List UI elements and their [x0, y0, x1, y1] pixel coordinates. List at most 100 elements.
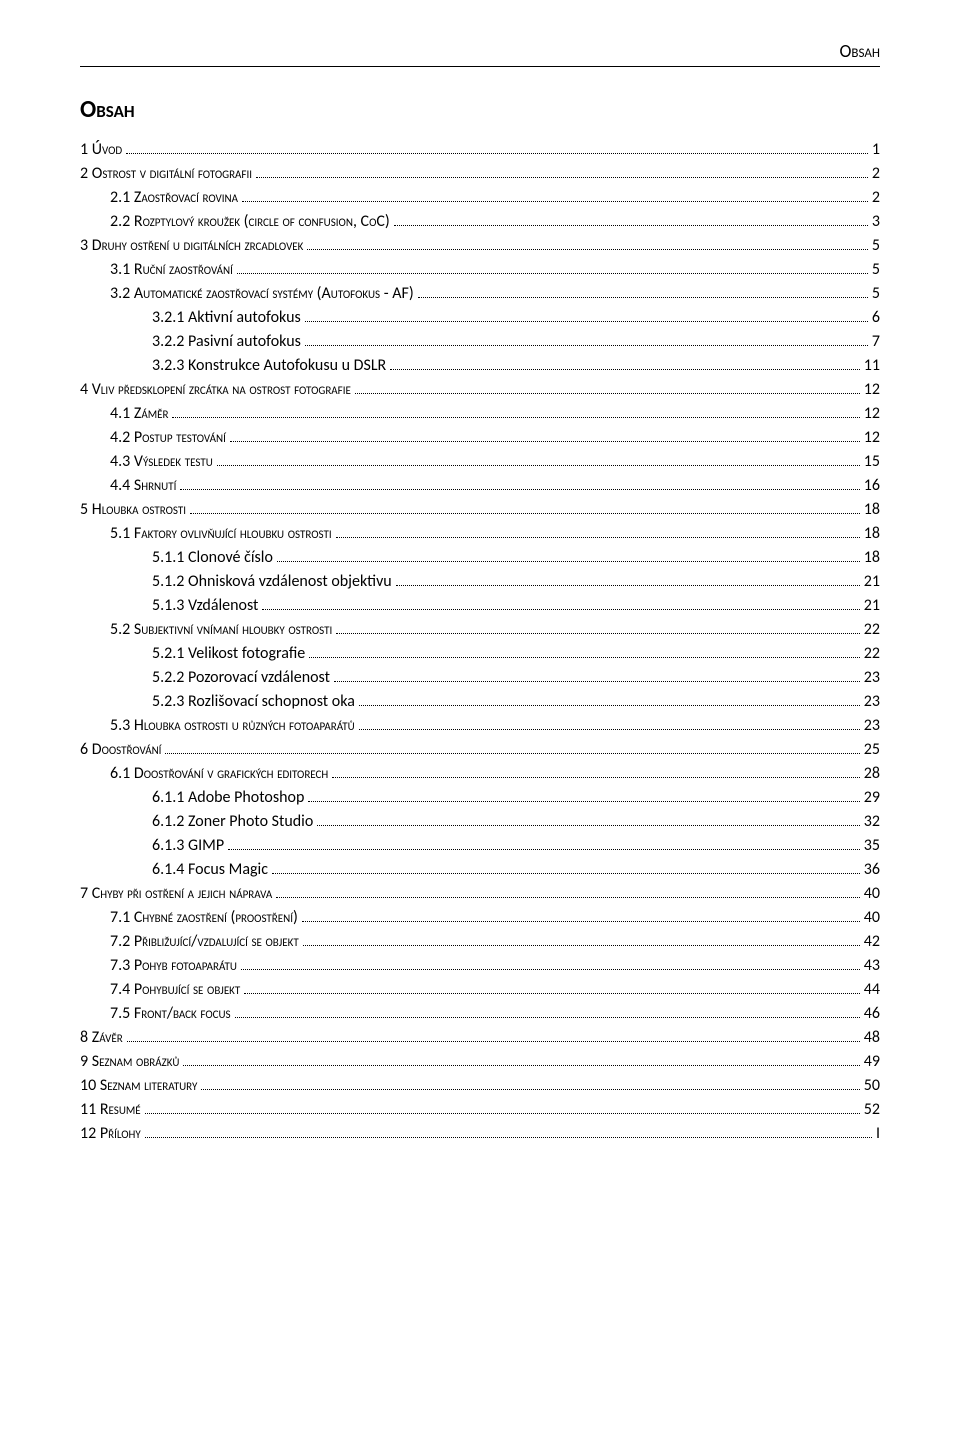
toc-entry: 1 Úvod1: [80, 138, 880, 162]
toc-entry: 5.1.2 Ohnisková vzdálenost objektivu 21: [80, 570, 880, 594]
toc-entry-page: 40: [864, 906, 880, 930]
toc-entry-label: 12 Přílohy: [80, 1122, 141, 1146]
toc-entry: 5.2 Subjektivní vnímaní hloubky ostrosti…: [80, 618, 880, 642]
toc-entry-label: 7.3 Pohyb fotoaparátu: [110, 954, 237, 978]
toc-entry-page: 29: [864, 786, 880, 810]
toc-entry: 7.2 Přibližující/vzdalující se objekt 42: [80, 930, 880, 954]
toc-entry-label: 5.2.3 Rozlišovací schopnost oka: [152, 690, 355, 714]
toc-leader-dots: [145, 1137, 872, 1138]
toc-entry: 5.2.2 Pozorovací vzdálenost 23: [80, 666, 880, 690]
toc-entry-page: 23: [864, 666, 880, 690]
toc-entry: 6.1.4 Focus Magic 36: [80, 858, 880, 882]
toc-entry-label: 6.1.3 GIMP: [152, 834, 224, 858]
toc-entry-label: 7.1 Chybné zaostření (proostření): [110, 906, 298, 930]
toc-leader-dots: [242, 201, 868, 202]
toc-entry: 6.1.1 Adobe Photoshop29: [80, 786, 880, 810]
toc-leader-dots: [235, 1017, 860, 1018]
toc-entry-label: 5.2.2 Pozorovací vzdálenost: [152, 666, 330, 690]
toc-leader-dots: [272, 873, 860, 874]
toc-entry-page: 52: [864, 1098, 880, 1122]
toc-entry: 6.1 Doostřování v grafických editorech28: [80, 762, 880, 786]
toc-entry: 3.2.2 Pasivní autofokus7: [80, 330, 880, 354]
toc-entry-label: 4.3 Výsledek testu: [110, 450, 213, 474]
page: Obsah Obsah 1 Úvod12 Ostrost v digitální…: [0, 0, 960, 1442]
toc-entry-label: 7.4 Pohybující se objekt: [110, 978, 240, 1002]
toc-leader-dots: [302, 921, 860, 922]
toc-leader-dots: [334, 681, 860, 682]
toc-entry-label: 7.5 Front/back focus: [110, 1002, 231, 1026]
toc-entry-page: 44: [864, 978, 880, 1002]
toc-leader-dots: [276, 897, 860, 898]
toc-entry-label: 3.2.3 Konstrukce Autofokusu u DSLR: [152, 354, 386, 378]
toc-entry-page: 21: [864, 594, 880, 618]
toc-entry-page: 12: [864, 378, 880, 402]
toc-entry-label: 5.1.2 Ohnisková vzdálenost objektivu: [152, 570, 392, 594]
toc-entry-page: 48: [864, 1026, 880, 1050]
toc-entry: 7.3 Pohyb fotoaparátu 43: [80, 954, 880, 978]
toc-entry: 5.1 Faktory ovlivňující hloubku ostrosti…: [80, 522, 880, 546]
toc-entry-page: 43: [864, 954, 880, 978]
toc-entry: 5 Hloubka ostrosti18: [80, 498, 880, 522]
toc-entry-label: 4 Vliv předsklopení zrcátka na ostrost f…: [80, 378, 351, 402]
toc-entry-label: 5.1 Faktory ovlivňující hloubku ostrosti: [110, 522, 332, 546]
toc-leader-dots: [230, 441, 860, 442]
toc-entry: 5.3 Hloubka ostrosti u různých fotoapará…: [80, 714, 880, 738]
toc-leader-dots: [394, 225, 868, 226]
toc-entry-page: 32: [864, 810, 880, 834]
toc-leader-dots: [359, 729, 860, 730]
toc-entry-label: 7.2 Přibližující/vzdalující se objekt: [110, 930, 299, 954]
toc-entry-label: 3.1 Ruční zaostřování: [110, 258, 233, 282]
toc-entry-label: 6.1.4 Focus Magic: [152, 858, 268, 882]
toc-entry-page: 16: [864, 474, 880, 498]
toc-leader-dots: [180, 489, 859, 490]
toc-leader-dots: [190, 513, 860, 514]
toc-entry-label: 10 Seznam literatury: [80, 1074, 197, 1098]
toc-entry-page: 40: [864, 882, 880, 906]
toc-entry-page: 42: [864, 930, 880, 954]
toc-entry-page: 2: [872, 186, 880, 210]
toc-entry: 7.1 Chybné zaostření (proostření) 40: [80, 906, 880, 930]
toc-entry-label: 4.2 Postup testování: [110, 426, 226, 450]
page-title: Obsah: [80, 95, 880, 124]
toc-entry-page: 36: [864, 858, 880, 882]
toc-entry-label: 6.1.2 Zoner Photo Studio: [152, 810, 313, 834]
toc-entry-page: 49: [864, 1050, 880, 1074]
running-header-text: Obsah: [840, 40, 881, 62]
toc-entry-page: 3: [872, 210, 880, 234]
toc-entry-label: 5.2 Subjektivní vnímaní hloubky ostrosti: [110, 618, 332, 642]
toc-entry: 5.1.3 Vzdálenost21: [80, 594, 880, 618]
toc-entry-page: 25: [864, 738, 880, 762]
toc-entry: 4.4 Shrnutí16: [80, 474, 880, 498]
toc-entry: 2.1 Zaostřovací rovina 2: [80, 186, 880, 210]
toc-entry-label: 9 Seznam obrázků: [80, 1050, 179, 1074]
toc-entry: 3.2.1 Aktivní autofokus6: [80, 306, 880, 330]
toc-entry-page: 1: [872, 138, 880, 162]
toc-entry: 5.2.3 Rozlišovací schopnost oka23: [80, 690, 880, 714]
page-title-text: Obsah: [80, 95, 135, 124]
toc-entry-page: 50: [864, 1074, 880, 1098]
toc-entry-label: 5.2.1 Velikost fotografie: [152, 642, 305, 666]
toc-leader-dots: [201, 1089, 859, 1090]
toc-entry-label: 7 Chyby při ostření a jejich náprava: [80, 882, 272, 906]
toc-entry-label: 2.1 Zaostřovací rovina: [110, 186, 238, 210]
toc-leader-dots: [305, 345, 868, 346]
toc-leader-dots: [418, 297, 868, 298]
toc-leader-dots: [307, 249, 867, 250]
toc-entry: 4 Vliv předsklopení zrcátka na ostrost f…: [80, 378, 880, 402]
toc-leader-dots: [359, 705, 860, 706]
toc-entry: 4.1 Záměr12: [80, 402, 880, 426]
toc-entry-page: 5: [872, 282, 880, 306]
toc-entry: 7 Chyby při ostření a jejich náprava 40: [80, 882, 880, 906]
toc-leader-dots: [390, 369, 860, 370]
toc-entry: 6.1.3 GIMP35: [80, 834, 880, 858]
toc-entry-page: 15: [864, 450, 880, 474]
toc-entry-label: 8 Závěr: [80, 1026, 123, 1050]
toc-leader-dots: [317, 825, 859, 826]
toc-entry-page: 21: [864, 570, 880, 594]
toc-leader-dots: [165, 753, 859, 754]
toc-leader-dots: [126, 153, 868, 154]
header-rule: [80, 66, 880, 67]
toc-entry-label: 4.1 Záměr: [110, 402, 168, 426]
toc-entry: 11 Resumé52: [80, 1098, 880, 1122]
toc-entry-page: 6: [872, 306, 880, 330]
